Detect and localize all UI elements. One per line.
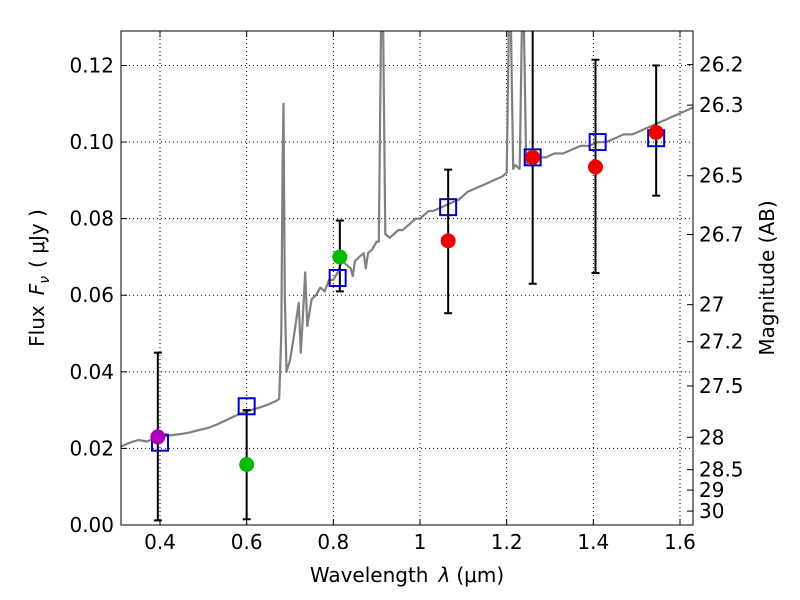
mag-tick-label: 26.5 (699, 164, 744, 188)
model-flux-marker (328, 269, 347, 287)
mag-tick-label: 26.7 (699, 223, 744, 247)
mag-tick-label: 26.3 (699, 93, 744, 117)
x-tick-label: 1.4 (577, 530, 609, 554)
y-tick-label: 0.04 (69, 360, 114, 384)
y-tick-label: 0.08 (69, 207, 114, 231)
observed-flux-red-marker (648, 124, 664, 140)
model-flux-marker (523, 148, 542, 167)
x-tick-label: 1.6 (664, 530, 696, 554)
mag-tick-label: 27 (699, 293, 724, 317)
observed-flux-magenta-marker (150, 429, 166, 445)
observed-flux-red-marker (440, 233, 456, 249)
observed-flux-red-marker (588, 159, 603, 175)
observed-flux-green-marker (239, 456, 255, 472)
x-tick-label: 0.6 (231, 530, 263, 554)
model-flux-marker (588, 133, 607, 152)
x-axis-title: Wavelength λ (μm) (310, 563, 504, 587)
x-tick-label: 0.4 (144, 530, 176, 554)
y-tick-label: 0.02 (69, 436, 114, 460)
sed-spectrum-line (121, 31, 693, 448)
grid (121, 31, 693, 526)
mag-tick-label: 27.2 (699, 330, 744, 354)
x-tick-label: 0.8 (317, 530, 349, 554)
mag-tick-label: 28 (699, 425, 724, 449)
model-flux-marker (439, 198, 458, 217)
plot-frame (120, 30, 694, 526)
plot-data (121, 31, 693, 448)
model-flux-marker (237, 397, 256, 416)
mag-tick-label: 30 (699, 499, 724, 523)
mag-tick-label: 26.2 (699, 53, 744, 77)
mag-tick-label: 28.5 (699, 458, 744, 482)
observed-flux-red-marker (525, 149, 541, 165)
x-tick-label: 1.2 (491, 530, 523, 554)
y2-axis-title: Magnitude (AB) (755, 200, 779, 355)
y-tick-label: 0.00 (69, 513, 114, 537)
observed-flux-green-marker (332, 249, 348, 265)
y-axis-title: FluxFν( μJy ) (25, 209, 53, 347)
mag-tick-label: 27.5 (699, 374, 744, 398)
y-tick-label: 0.06 (69, 283, 114, 307)
ticks: 0.4 0.6 0.8 1 1.2 1.4 1.6 0.00 0.02 0.04 0.06 0.08 0… (69, 31, 744, 554)
y-tick-label: 0.10 (69, 130, 114, 154)
x-tick-label: 1 (414, 530, 427, 554)
y-tick-label: 0.12 (69, 53, 114, 77)
error-bars (153, 31, 661, 522)
markers (150, 124, 666, 472)
mag-tick-label: 29 (699, 478, 724, 502)
